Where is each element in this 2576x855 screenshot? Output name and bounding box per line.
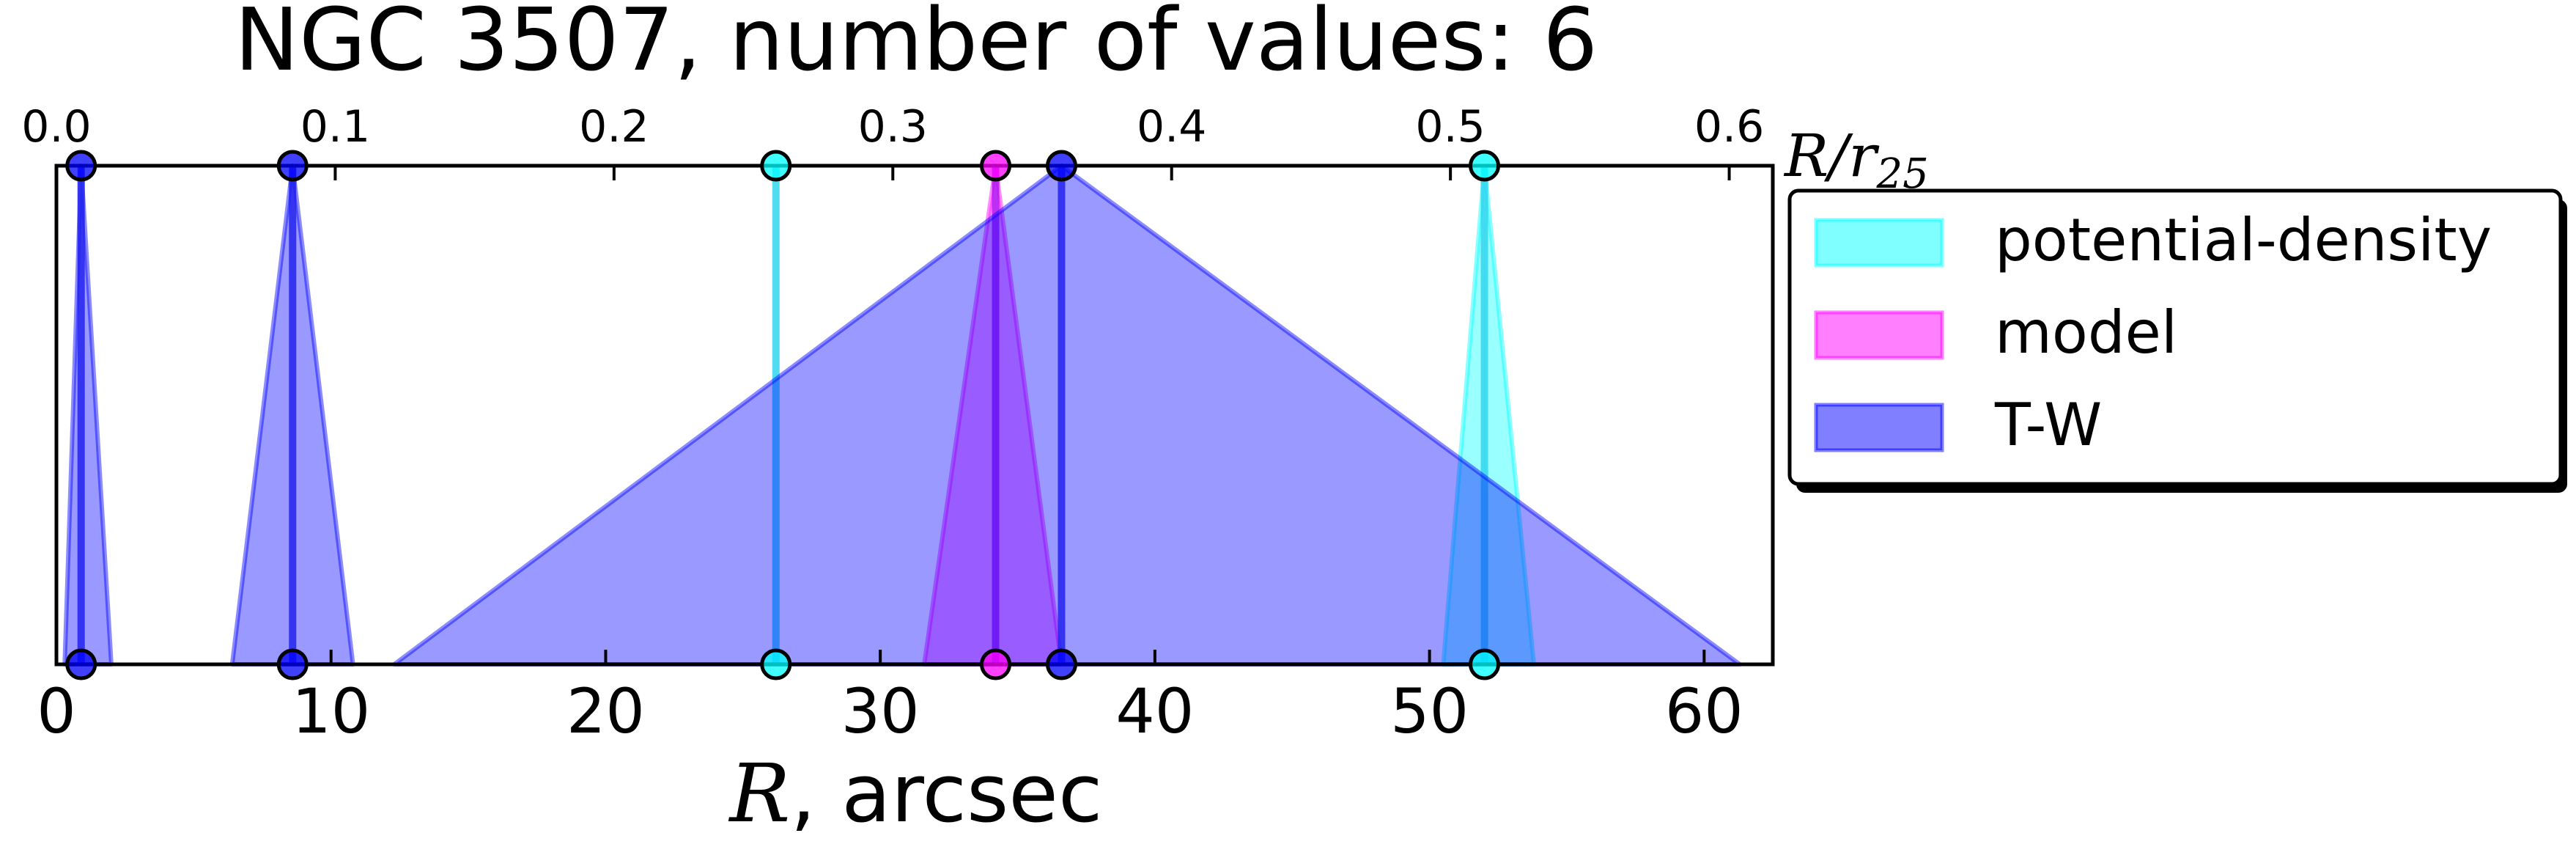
chart-title: NGC 3507, number of values: 6 — [235, 0, 1598, 90]
x-axis-label: R, arcsec — [728, 746, 1103, 840]
potential-density-marker-0-top — [760, 150, 792, 182]
x2-tick-label: 0.3 — [858, 101, 928, 153]
x-tick-label: 50 — [1390, 675, 1469, 747]
x-tick-label: 30 — [841, 675, 920, 747]
T-W-band-0 — [62, 164, 114, 667]
series-bands — [62, 164, 1743, 667]
axis-ticks: 0 10 20 30 40 50 60 0.0 0.1 0.2 0.3 0.4 0.5 0.6 — [21, 101, 1764, 747]
x-tick-label: 40 — [1115, 675, 1194, 747]
legend-label-potential-density: potential-density — [1995, 206, 2492, 274]
T-W-marker-1-bottom — [276, 648, 309, 680]
potential-density-marker-1-top — [1469, 150, 1501, 182]
T-W-marker-2-top — [1045, 150, 1077, 182]
legend-swatch-model — [1814, 310, 1944, 360]
point-markers — [65, 150, 1501, 680]
T-W-marker-0-top — [65, 150, 97, 182]
potential-density-marker-0-bottom — [760, 648, 792, 680]
x-tick-label: 20 — [567, 675, 645, 747]
model-marker-0-bottom — [980, 648, 1012, 680]
x2-tick-label: 0.2 — [579, 101, 649, 153]
potential-density-marker-1-bottom — [1469, 648, 1501, 680]
legend-swatch-potential-density — [1814, 218, 1944, 268]
legend: potential-density model T-W — [1787, 188, 2567, 493]
legend-box — [1787, 188, 2563, 486]
legend-label-T-W: T-W — [1994, 391, 2102, 459]
model-marker-0-top — [980, 150, 1012, 182]
legend-swatch-T-W — [1814, 403, 1944, 452]
x-tick-label: 60 — [1665, 675, 1743, 747]
T-W-band-2 — [391, 164, 1743, 667]
x-tick-label: 0 — [37, 675, 75, 747]
x2-tick-label: 0.4 — [1137, 101, 1206, 153]
x2-tick-label: 0.6 — [1694, 101, 1764, 153]
x2-tick-label: 0.0 — [21, 101, 91, 153]
top-axis-label: R/r25 — [1783, 122, 1929, 198]
plot-frame — [54, 164, 1775, 667]
T-W-marker-2-bottom — [1045, 648, 1077, 680]
T-W-marker-0-bottom — [65, 648, 97, 680]
T-W-marker-1-top — [276, 150, 309, 182]
x2-tick-label: 0.1 — [300, 101, 370, 153]
legend-label-model: model — [1995, 298, 2177, 367]
x-tick-label: 10 — [292, 675, 370, 747]
x2-tick-label: 0.5 — [1415, 101, 1485, 153]
